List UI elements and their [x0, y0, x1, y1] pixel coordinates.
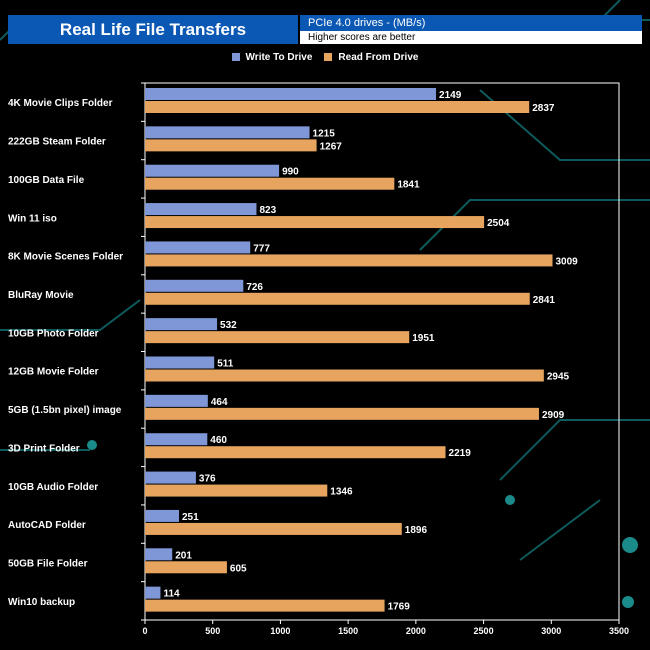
legend-write: Write To Drive — [231, 52, 313, 63]
chart-subtitle: PCIe 4.0 drives - (MB/s) — [298, 15, 642, 31]
read-bar — [145, 254, 553, 267]
legend-read-label: Read From Drive — [338, 52, 419, 63]
read-bar — [145, 407, 539, 420]
chart-title: Real Life File Transfers — [8, 15, 298, 44]
read-value-label: 2219 — [449, 448, 472, 459]
read-bar — [145, 216, 485, 229]
write-bar — [145, 433, 208, 446]
legend-write-label: Write To Drive — [245, 52, 313, 63]
category-label: Win10 backup — [8, 597, 75, 608]
write-bar — [145, 394, 208, 407]
read-bar — [145, 561, 227, 574]
read-value-label: 2909 — [542, 410, 565, 421]
write-value-label: 511 — [217, 359, 234, 370]
legend: Write To Drive Read From Drive — [0, 52, 650, 63]
read-bar — [145, 522, 402, 535]
category-label: 50GB File Folder — [8, 558, 88, 569]
write-bar — [145, 356, 215, 369]
write-value-label: 726 — [246, 282, 263, 293]
write-bar — [145, 203, 257, 216]
write-bar — [145, 548, 173, 561]
read-value-label: 1951 — [412, 333, 435, 344]
read-value-label: 1346 — [330, 487, 353, 498]
read-bar — [145, 599, 385, 612]
write-value-label: 376 — [199, 474, 216, 485]
plot-area — [144, 82, 620, 621]
read-value-label: 2504 — [487, 218, 510, 229]
x-tick-label: 3500 — [609, 626, 629, 636]
read-bar — [145, 101, 530, 113]
x-tick-label: 3000 — [541, 626, 561, 636]
read-value-label: 3009 — [556, 256, 579, 267]
category-label: 10GB Photo Folder — [8, 328, 99, 339]
legend-read-swatch — [324, 53, 333, 61]
x-tick-label: 500 — [205, 626, 220, 636]
category-label: 222GB Steam Folder — [8, 137, 106, 148]
category-label: 10GB Audio Folder — [8, 482, 98, 493]
write-bar — [145, 318, 218, 331]
read-bar — [145, 292, 530, 305]
write-value-label: 251 — [182, 512, 199, 523]
x-tick-label: 2000 — [406, 626, 426, 636]
legend-read: Read From Drive — [324, 52, 418, 63]
read-value-label: 1896 — [405, 525, 428, 536]
category-label: 12GB Movie Folder — [8, 367, 99, 378]
write-value-label: 823 — [259, 205, 276, 216]
write-value-label: 1215 — [313, 128, 336, 139]
write-bar — [145, 471, 196, 484]
category-label: 3D Print Folder — [8, 443, 80, 454]
x-tick-label: 1500 — [338, 626, 358, 636]
write-value-label: 777 — [253, 243, 270, 254]
write-bar — [145, 509, 179, 522]
write-bar — [145, 126, 310, 139]
write-value-label: 460 — [210, 435, 227, 446]
x-tick-label: 0 — [142, 626, 147, 636]
write-bar — [145, 88, 437, 100]
write-value-label: 532 — [220, 320, 237, 331]
write-bar — [145, 164, 280, 177]
write-value-label: 464 — [211, 397, 228, 408]
write-value-label: 114 — [163, 589, 180, 600]
read-value-label: 1841 — [397, 180, 420, 191]
read-value-label: 2837 — [532, 103, 555, 114]
category-label: Win 11 iso — [8, 213, 57, 224]
read-bar — [145, 484, 328, 497]
x-tick-label: 1000 — [270, 626, 290, 636]
read-bar — [145, 177, 395, 190]
read-value-label: 605 — [230, 563, 247, 574]
read-bar — [145, 369, 544, 382]
read-bar — [145, 446, 446, 459]
legend-write-swatch — [231, 53, 240, 61]
category-label: 5GB (1.5bn pixel) image — [8, 405, 122, 416]
read-value-label: 2841 — [533, 295, 556, 306]
read-value-label: 2945 — [547, 372, 570, 383]
x-tick-label: 2500 — [474, 626, 494, 636]
category-label: 4K Movie Clips Folder — [8, 98, 113, 109]
write-value-label: 201 — [175, 550, 192, 561]
category-label: AutoCAD Folder — [8, 520, 86, 531]
category-label: 100GB Data File — [8, 175, 85, 186]
read-bar — [145, 331, 410, 344]
category-label: 8K Movie Scenes Folder — [8, 252, 123, 263]
read-value-label: 1267 — [320, 141, 343, 152]
read-value-label: 1769 — [388, 602, 411, 613]
category-label: BluRay Movie — [8, 290, 74, 301]
write-value-label: 990 — [282, 167, 299, 178]
chart-note: Higher scores are better — [298, 31, 642, 44]
write-bar — [145, 241, 251, 254]
read-bar — [145, 139, 317, 152]
write-value-label: 2149 — [439, 90, 462, 101]
write-bar — [145, 279, 244, 292]
write-bar — [145, 586, 161, 599]
